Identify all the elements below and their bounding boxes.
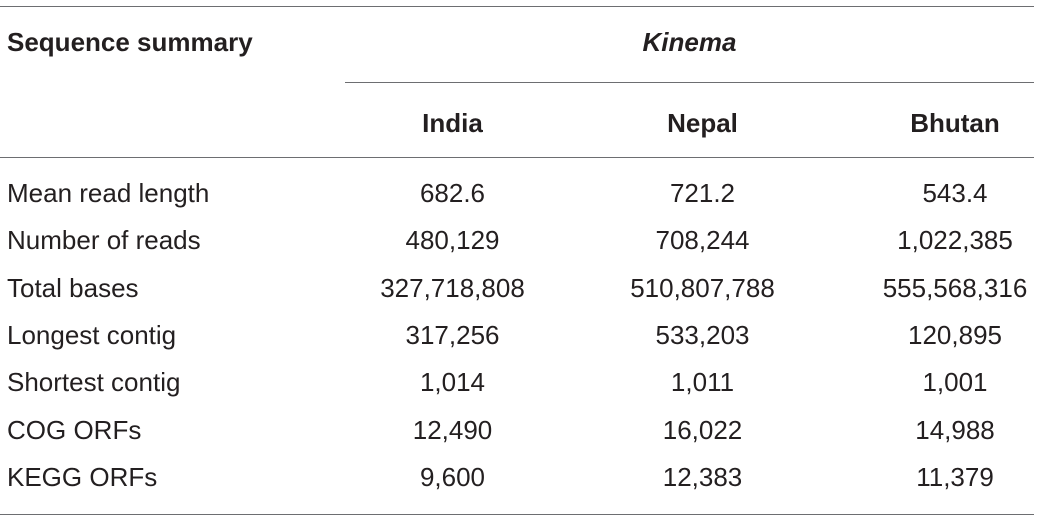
cell-cog-orfs-nepal: 16,022 (662, 415, 743, 445)
row-label-total-bases: Total bases (7, 273, 139, 303)
table-bottom-rule (0, 514, 1034, 515)
spanner-header: Kinema (642, 27, 737, 57)
kinema-spanner-rule (345, 82, 1034, 83)
cell-total-bases-nepal: 510,807,788 (630, 273, 775, 303)
cell-cog-orfs-bhutan: 14,988 (915, 415, 995, 445)
cell-total-bases-bhutan: 555,568,316 (882, 273, 1028, 303)
cell-longest-contig-bhutan: 120,895 (908, 320, 1002, 350)
column-header-bhutan: Bhutan (910, 108, 1000, 138)
row-label-kegg-orfs: KEGG ORFs (7, 462, 158, 492)
row-label-number-of-reads: Number of reads (7, 225, 201, 255)
cell-mean-read-length-india: 682.6 (419, 178, 486, 208)
cell-number-of-reads-nepal: 708,244 (655, 225, 750, 255)
cell-cog-orfs-india: 12,490 (412, 415, 493, 445)
table-top-rule (0, 6, 1034, 7)
cell-mean-read-length-bhutan: 543.4 (922, 178, 988, 208)
cell-total-bases-india: 327,718,808 (380, 273, 525, 303)
cell-kegg-orfs-nepal: 12,383 (662, 462, 743, 492)
row-label-longest-contig: Longest contig (7, 320, 177, 350)
header-bottom-rule (0, 157, 1034, 158)
cell-shortest-contig-bhutan: 1,001 (922, 367, 988, 397)
row-label-cog-orfs: COG ORFs (7, 415, 142, 445)
row-label-shortest-contig: Shortest contig (7, 367, 181, 397)
cell-kegg-orfs-india: 9,600 (419, 462, 486, 492)
cell-longest-contig-nepal: 533,203 (655, 320, 750, 350)
cell-number-of-reads-bhutan: 1,022,385 (897, 225, 1013, 255)
cell-mean-read-length-nepal: 721.2 (669, 178, 736, 208)
cell-shortest-contig-nepal: 1,011 (670, 367, 735, 397)
cell-shortest-contig-india: 1,014 (419, 367, 486, 397)
cell-longest-contig-india: 317,256 (405, 320, 500, 350)
row-label-mean-read-length: Mean read length (7, 178, 210, 208)
stub-header: Sequence summary (7, 27, 253, 57)
column-header-india: India (422, 108, 483, 138)
column-header-nepal: Nepal (667, 108, 738, 138)
cell-number-of-reads-india: 480,129 (405, 225, 500, 255)
cell-kegg-orfs-bhutan: 11,379 (916, 462, 994, 492)
